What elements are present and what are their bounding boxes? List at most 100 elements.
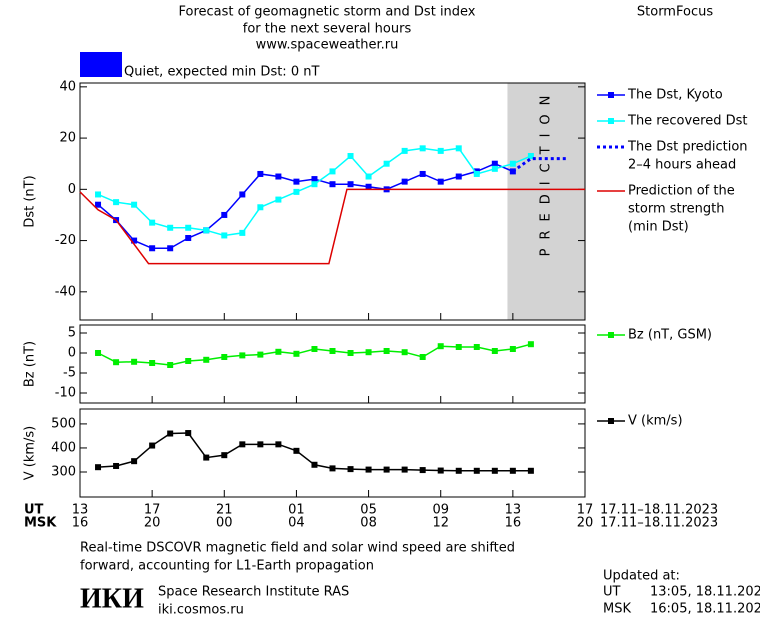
- status-swatch: [80, 52, 122, 77]
- series-marker: [185, 224, 192, 231]
- series-marker: [221, 452, 228, 459]
- title-line: for the next several hours: [243, 22, 412, 37]
- series-marker: [383, 466, 390, 473]
- series-marker: [203, 227, 210, 234]
- date-range: 17.11–18.11.2023: [600, 503, 718, 518]
- series-marker: [491, 165, 498, 172]
- series-marker: [203, 454, 210, 461]
- legend-label: 2–4 hours ahead: [628, 158, 736, 173]
- series-line: [79, 188, 585, 265]
- series-marker: [311, 176, 318, 183]
- plot-frame: [79, 324, 586, 404]
- x-tick-label: 16: [505, 516, 522, 531]
- series-marker: [113, 199, 120, 206]
- x-axis-label: MSK: [24, 516, 57, 531]
- status: Quiet, expected min Dst: 0 nT: [124, 65, 319, 80]
- series-marker: [185, 430, 192, 437]
- prediction-label: PREDICTION: [539, 87, 554, 257]
- note: forward, accounting for L1-Earth propaga…: [80, 559, 374, 574]
- series-marker: [491, 348, 498, 354]
- legend-marker: [608, 92, 614, 98]
- series-marker: [113, 359, 120, 366]
- legend-label: V (km/s): [628, 414, 683, 429]
- logo: ИКИ: [80, 583, 144, 614]
- date-range: 17.11–18.11.2023: [600, 516, 718, 531]
- y-tick-label: 500: [51, 416, 76, 431]
- series-marker: [257, 204, 264, 211]
- series-marker: [419, 354, 426, 360]
- series-marker: [401, 349, 408, 356]
- series-marker: [437, 178, 444, 185]
- series-marker: [473, 170, 480, 177]
- series-marker: [527, 153, 534, 160]
- y-axis-label: Bz (nT): [23, 341, 38, 387]
- series-marker: [473, 344, 480, 350]
- series-marker: [221, 354, 228, 360]
- x-tick-label: 13: [72, 503, 89, 518]
- x-tick-label: 17: [577, 503, 594, 518]
- series-marker: [491, 467, 498, 474]
- y-axis-label: V (km/s): [23, 426, 38, 481]
- x-tick-label: 20: [577, 516, 594, 531]
- series-marker: [347, 153, 354, 160]
- series-marker: [527, 341, 534, 348]
- series-marker: [455, 173, 462, 180]
- series-marker: [149, 442, 156, 449]
- updated-zone: UT: [603, 585, 621, 600]
- series-marker: [239, 352, 246, 359]
- series-marker: [293, 178, 300, 185]
- series-marker: [257, 351, 264, 358]
- series-marker: [293, 188, 300, 195]
- series-marker: [293, 447, 300, 454]
- series-marker: [329, 348, 336, 354]
- series-marker: [149, 245, 156, 252]
- series-marker: [347, 466, 354, 473]
- x-tick-label: 01: [288, 503, 305, 518]
- series-marker: [347, 181, 354, 188]
- series-marker: [167, 362, 174, 368]
- series-marker: [149, 219, 156, 226]
- series-marker: [239, 441, 246, 448]
- y-tick-label: 40: [59, 79, 76, 94]
- series-marker: [329, 465, 336, 472]
- y-tick-label: -40: [55, 284, 76, 299]
- series-marker: [401, 147, 408, 154]
- series-marker: [365, 349, 372, 356]
- prediction-band: [507, 83, 585, 320]
- series-marker: [113, 462, 120, 469]
- series-marker: [437, 467, 444, 474]
- series-marker: [419, 145, 426, 152]
- series-marker: [95, 464, 102, 471]
- x-tick-label: 09: [432, 503, 449, 518]
- y-tick-label: -20: [55, 233, 76, 248]
- series-marker: [239, 229, 246, 236]
- series-marker: [509, 346, 516, 352]
- series-marker: [365, 183, 372, 190]
- x-tick-label: 04: [288, 516, 305, 531]
- series-marker: [275, 196, 282, 203]
- series-marker: [347, 350, 354, 356]
- y-tick-label: -5: [63, 366, 76, 381]
- plot-frame: [79, 408, 586, 498]
- x-tick-label: 20: [144, 516, 161, 531]
- series-marker: [167, 245, 174, 252]
- series-marker: [221, 232, 228, 239]
- series-marker: [473, 467, 480, 474]
- series-marker: [311, 346, 318, 352]
- series-marker: [95, 201, 102, 208]
- series-marker: [95, 191, 102, 198]
- y-tick-label: 5: [68, 326, 76, 341]
- updated-zone: MSK: [603, 602, 631, 617]
- series-marker: [275, 173, 282, 180]
- series-marker: [401, 466, 408, 473]
- y-axis-label: Dst (nT): [23, 175, 38, 227]
- series-marker: [131, 237, 138, 244]
- series-marker: [293, 350, 300, 357]
- series-marker: [419, 467, 426, 474]
- series-marker: [365, 173, 372, 180]
- series-marker: [275, 348, 282, 355]
- legend-label: Bz (nT, GSM): [628, 328, 712, 343]
- series-marker: [167, 430, 174, 437]
- x-tick-label: 00: [216, 516, 233, 531]
